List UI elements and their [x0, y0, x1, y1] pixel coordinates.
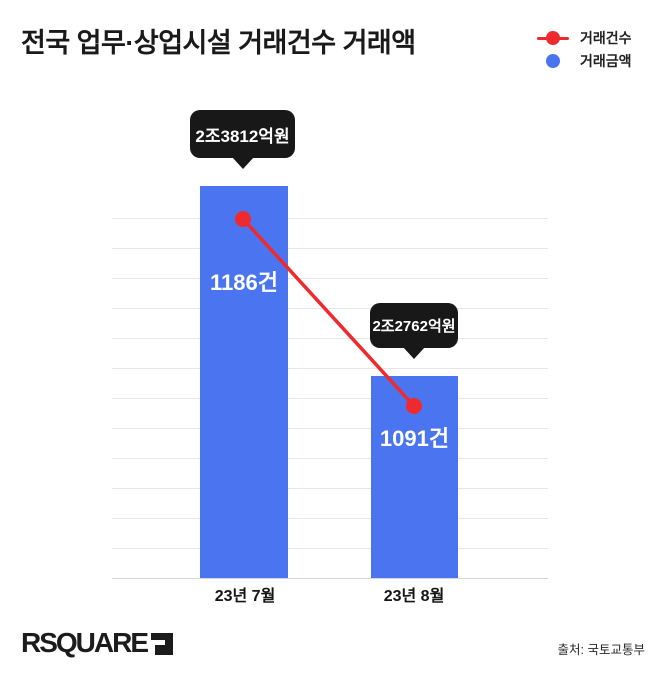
rsquare-logo: RSQUARE — [21, 627, 174, 658]
callout-august-amount-text: 2조2762억원 — [372, 318, 456, 335]
red-line-dot-icon — [537, 31, 569, 45]
legend-label-amount: 거래금액 — [580, 53, 632, 69]
x-axis-label-august: 23년 8월 — [383, 588, 445, 605]
x-axis-label-july: 23년 7월 — [214, 588, 276, 605]
x-axis-line — [112, 578, 548, 579]
chart-title: 전국 업무·상업시설 거래건수 거래액 — [21, 28, 416, 58]
blue-dot-icon — [546, 54, 560, 68]
rsquare-pixel-square-icon — [151, 633, 174, 655]
callout-tail-icon — [403, 347, 425, 359]
bar-august-count-label: 1091건 — [379, 426, 450, 451]
callout-july-amount: 2조3812억원 — [190, 110, 295, 169]
bar-august: 1091건 — [371, 376, 458, 578]
legend-item-transaction-count: 거래건수 — [537, 28, 632, 48]
bar-july: 1186건 — [200, 186, 288, 578]
blue-circle-icon — [537, 54, 569, 68]
rsquare-logo-text: RSQUARE — [21, 627, 149, 658]
legend-item-transaction-amount: 거래금액 — [537, 51, 632, 71]
bar-july-count-label: 1186건 — [210, 270, 278, 295]
data-source-text: 출처: 국토교통부 — [557, 643, 645, 657]
callout-july-amount-text: 2조3812억원 — [195, 126, 290, 146]
callout-august-amount: 2조2762억원 — [370, 303, 458, 359]
red-dot-icon — [546, 31, 560, 45]
gridlines — [112, 218, 548, 549]
legend-label-count: 거래건수 — [580, 30, 632, 46]
callout-tail-icon — [231, 157, 254, 169]
